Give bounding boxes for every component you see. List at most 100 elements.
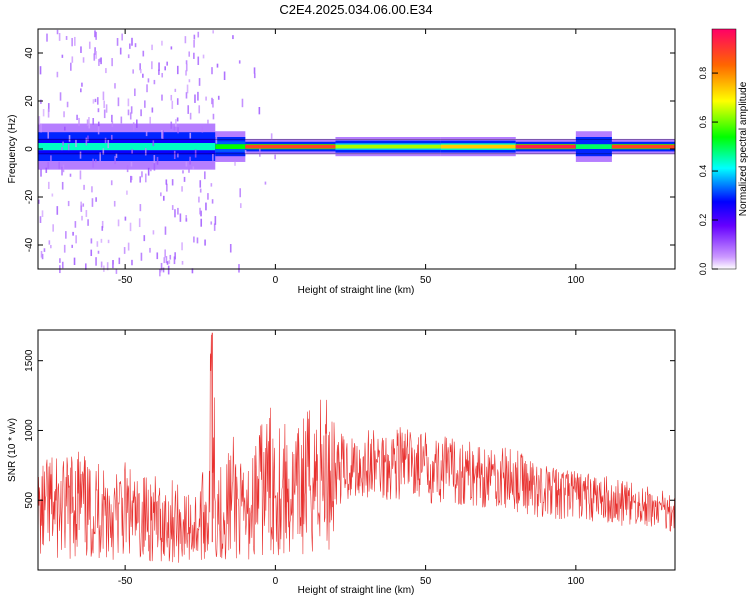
- noise-speckle: [74, 36, 76, 46]
- noise-speckle: [130, 176, 133, 181]
- noise-speckle: [61, 181, 64, 190]
- noise-speckle: [94, 98, 97, 103]
- noise-speckle: [162, 130, 164, 139]
- noise-speckle: [123, 247, 126, 254]
- noise-speckle: [140, 109, 142, 117]
- noise-speckle: [117, 97, 120, 107]
- noise-speckle: [40, 99, 42, 104]
- noise-speckle: [114, 83, 116, 89]
- noise-speckle: [174, 209, 176, 218]
- noise-speckle: [48, 240, 51, 245]
- band-core-3: [335, 144, 441, 149]
- noise-speckle: [161, 130, 163, 139]
- noise-speckle: [205, 96, 207, 101]
- noise-speckle: [207, 193, 209, 200]
- noise-speckle: [177, 153, 179, 158]
- noise-speckle: [170, 46, 173, 50]
- noise-speckle: [46, 33, 48, 42]
- noise-speckle: [201, 126, 204, 133]
- noise-speckle: [97, 108, 100, 113]
- noise-speckle: [210, 221, 213, 225]
- spectrogram-panel: -50 0 50 100 -40 -20 0 20 40 Height of straight…: [7, 28, 676, 296]
- noise-speckle: [129, 112, 132, 120]
- noise-speckle: [181, 186, 183, 192]
- noise-speckle: [144, 148, 147, 156]
- noise-speckle: [238, 264, 240, 273]
- noise-speckle: [134, 88, 136, 97]
- noise-speckle: [161, 94, 163, 101]
- noise-speckle: [114, 156, 116, 165]
- noise-speckle: [40, 168, 42, 177]
- noise-speckle: [174, 252, 176, 260]
- noise-speckle: [164, 226, 167, 235]
- noise-speckle: [87, 219, 89, 226]
- noise-speckle: [68, 135, 71, 142]
- snr-x-tick-label: 0: [273, 576, 279, 587]
- colorbar: 0.0 0.2 0.4 0.6 0.8 Normalized spectral ampl…: [698, 28, 749, 275]
- spectrogram-y-tick-label: -20: [24, 189, 35, 204]
- noise-speckle: [131, 259, 133, 266]
- noise-speckle: [140, 68, 142, 74]
- noise-speckle: [164, 66, 166, 71]
- noise-speckle: [47, 181, 50, 190]
- noise-speckle: [134, 43, 137, 48]
- noise-speckle: [151, 107, 154, 113]
- noise-speckle: [188, 168, 190, 173]
- noise-speckle: [88, 124, 91, 129]
- noise-speckle: [42, 109, 45, 117]
- noise-speckle: [176, 98, 179, 105]
- noise-speckle: [61, 54, 64, 58]
- spectrogram-y-tick-label: -40: [24, 237, 35, 252]
- noise-speckle: [67, 200, 70, 207]
- noise-speckle: [153, 79, 156, 85]
- noise-speckle: [169, 254, 172, 260]
- noise-speckle: [166, 61, 168, 66]
- noise-speckle: [47, 162, 50, 170]
- noise-speckle: [153, 155, 156, 164]
- noise-speckle: [47, 103, 50, 112]
- noise-speckle: [162, 195, 165, 201]
- snr-x-tick-label: 50: [420, 576, 432, 587]
- noise-speckle: [115, 153, 118, 158]
- noise-speckle: [270, 133, 273, 141]
- noise-speckle: [90, 249, 93, 257]
- noise-speckle: [119, 47, 122, 55]
- noise-speckle: [173, 150, 176, 160]
- noise-speckle: [198, 105, 201, 114]
- noise-speckle: [56, 71, 59, 78]
- noise-speckle: [56, 206, 59, 215]
- noise-speckle: [136, 119, 138, 128]
- noise-speckle: [95, 31, 97, 40]
- noise-speckle: [182, 170, 184, 174]
- noise-speckle: [129, 222, 132, 232]
- noise-speckle: [127, 54, 130, 59]
- noise-speckle: [200, 210, 202, 217]
- snr-y-tick-label: 1500: [24, 349, 35, 372]
- noise-speckle: [47, 108, 50, 118]
- noise-speckle: [71, 244, 74, 248]
- snr-x-tick-label: 100: [568, 576, 585, 587]
- noise-speckle: [156, 156, 159, 165]
- band-core-4: [440, 144, 516, 149]
- noise-speckle: [95, 197, 97, 202]
- noise-speckle: [170, 121, 173, 129]
- noise-speckle: [264, 181, 267, 185]
- noise-speckle: [86, 119, 89, 127]
- noise-speckle: [85, 210, 88, 217]
- spectrogram-y-tick-label: 0: [24, 146, 35, 152]
- noise-speckle: [112, 260, 114, 265]
- noise-speckle: [241, 98, 244, 108]
- noise-speckle: [143, 235, 146, 242]
- noise-speckle: [103, 109, 106, 119]
- noise-speckle: [90, 238, 93, 244]
- noise-speckle: [191, 268, 194, 274]
- noise-speckle: [187, 105, 190, 114]
- noise-speckle: [149, 247, 151, 253]
- noise-speckle: [153, 162, 156, 171]
- noise-speckle: [95, 257, 97, 266]
- noise-speckle: [116, 38, 119, 46]
- noise-speckle: [101, 220, 104, 228]
- noise-speckle: [210, 183, 213, 187]
- noise-speckle: [71, 37, 73, 47]
